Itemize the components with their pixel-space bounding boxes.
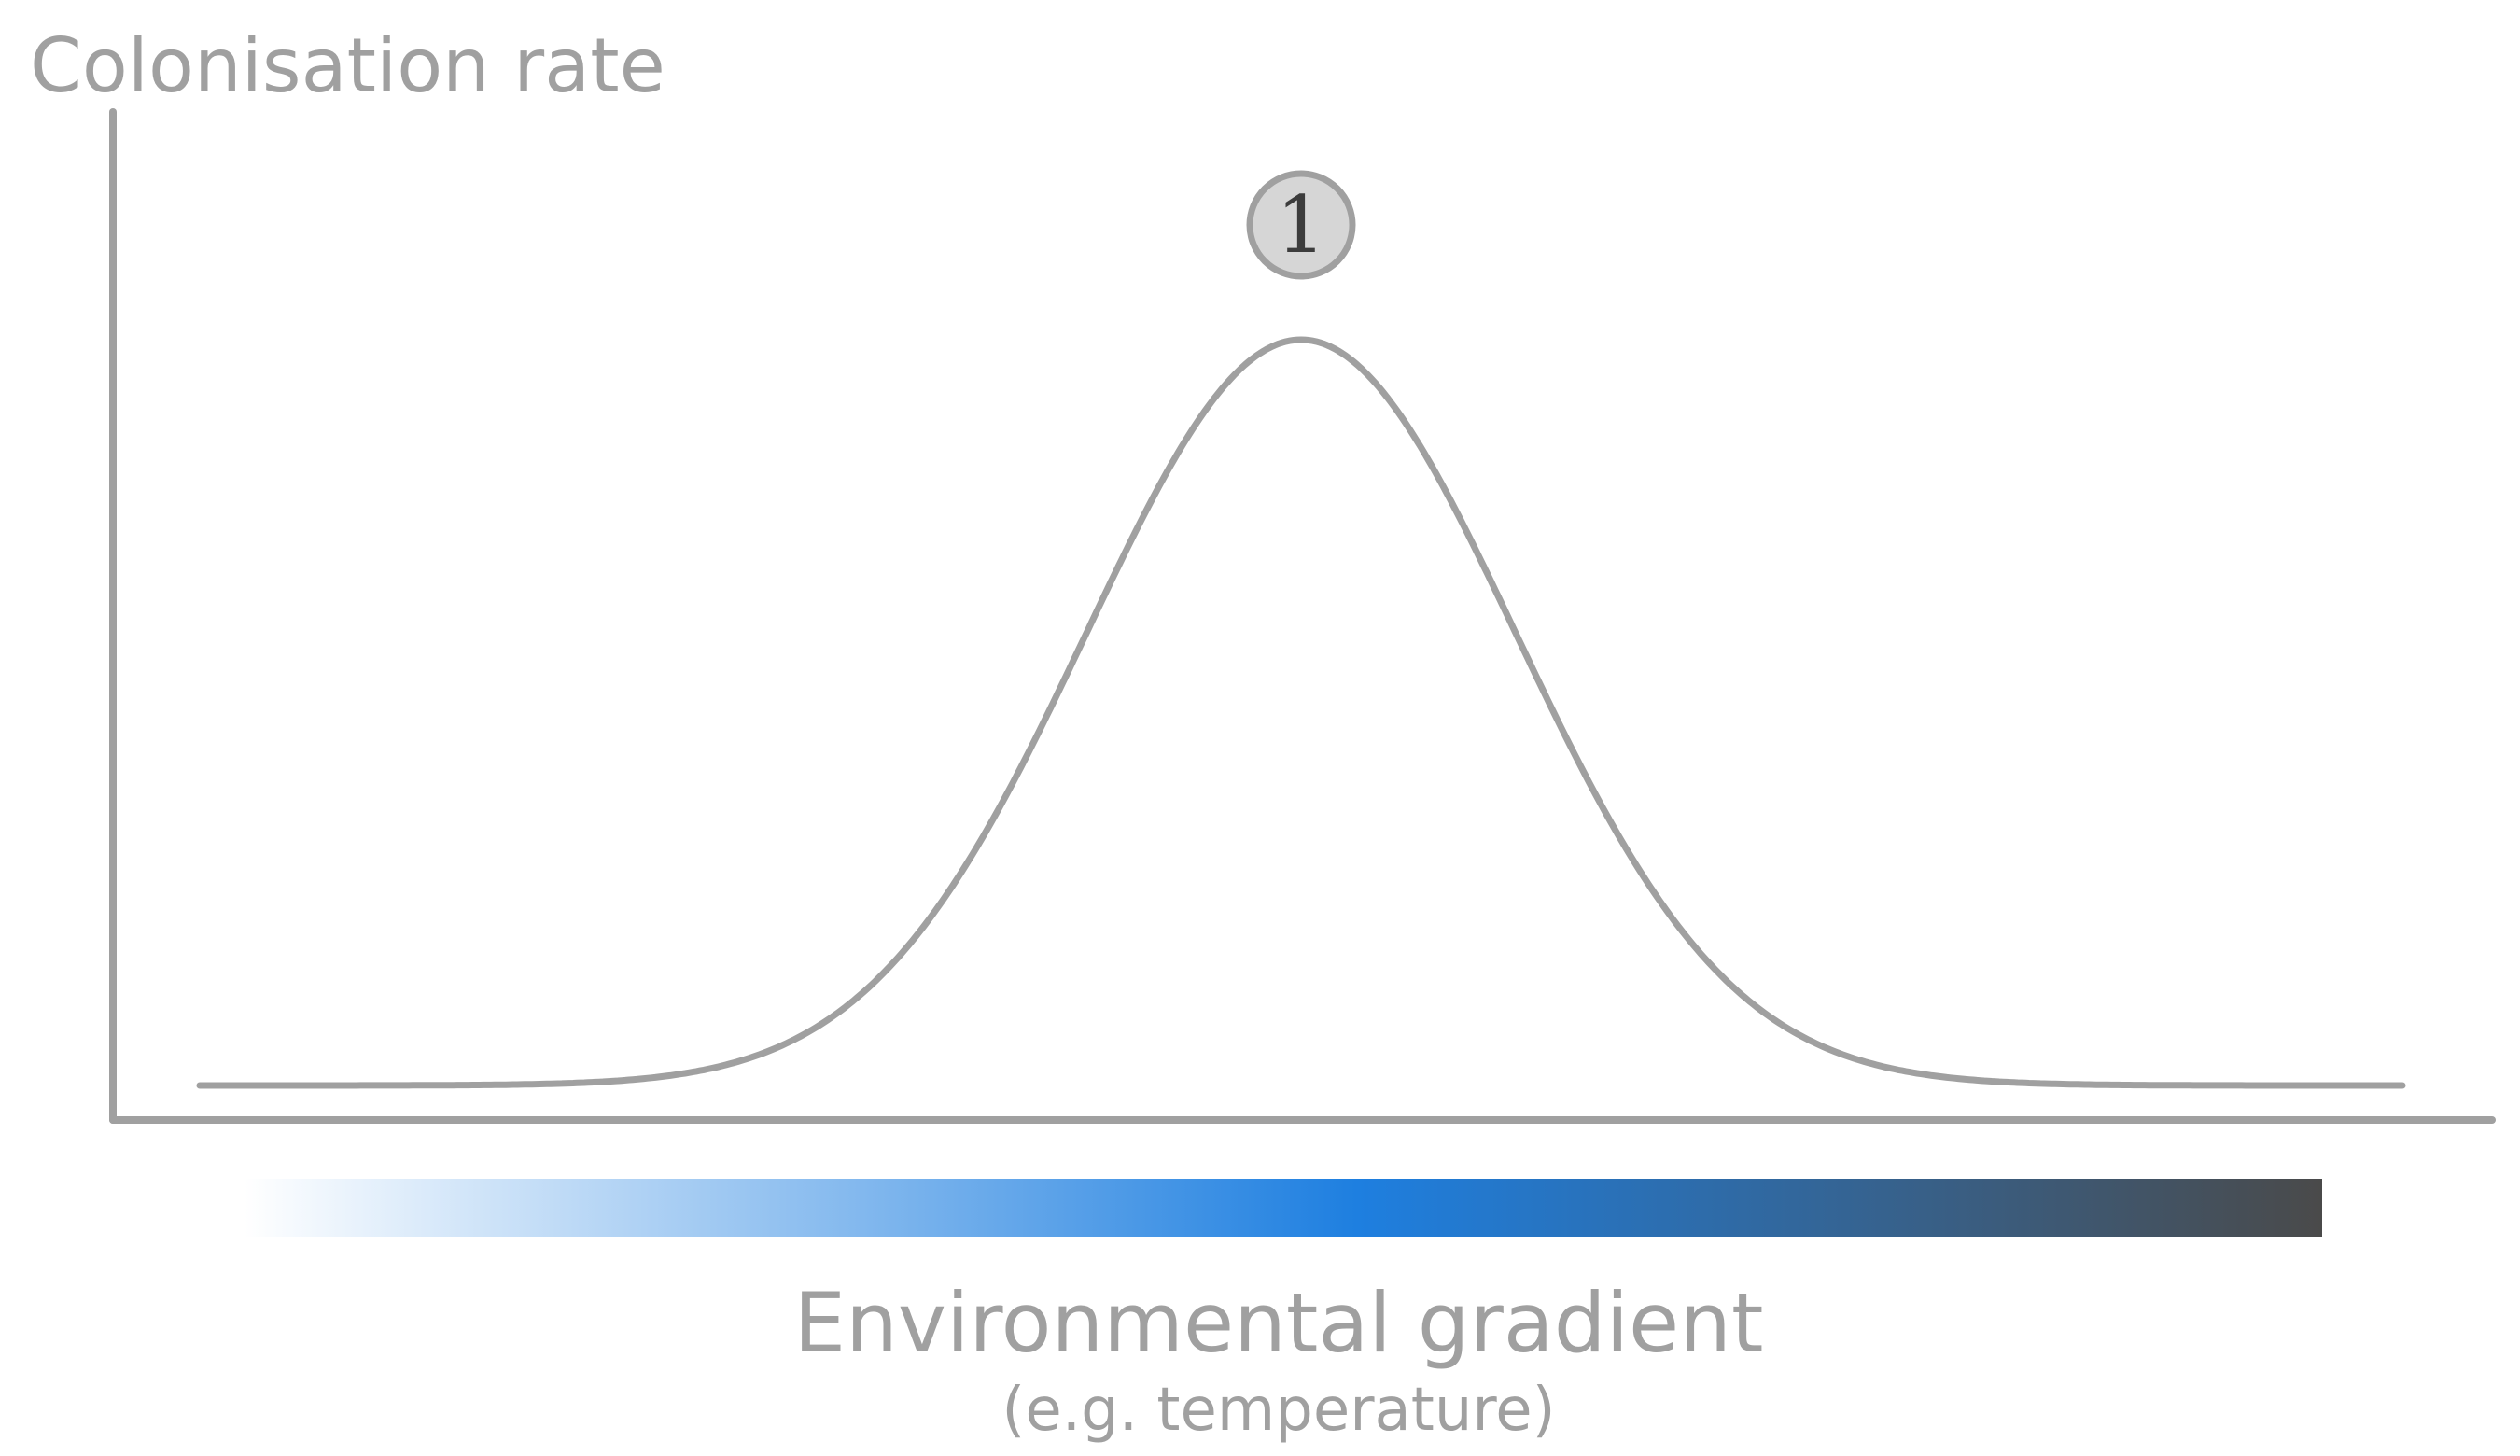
environmental-gradient-bar (245, 1179, 2322, 1237)
y-axis-label: Colonisation rate (30, 22, 665, 109)
peak-marker-label: 1 (1276, 179, 1325, 271)
peak-marker: 1 (1246, 170, 1356, 280)
x-axis-label: Environmental gradient (794, 1275, 1764, 1371)
colonisation-curve (196, 336, 2406, 1089)
peak-marker-circle (1246, 170, 1356, 280)
x-axis-sublabel: (e.g. temperature) (1001, 1376, 1555, 1445)
